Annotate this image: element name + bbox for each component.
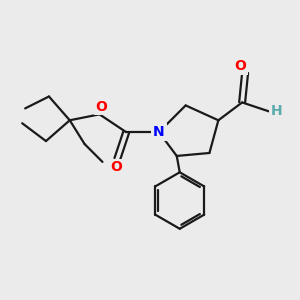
- Text: O: O: [235, 59, 247, 73]
- Text: O: O: [110, 160, 122, 174]
- Text: H: H: [271, 104, 282, 118]
- Text: N: N: [153, 125, 165, 139]
- Text: O: O: [96, 100, 107, 114]
